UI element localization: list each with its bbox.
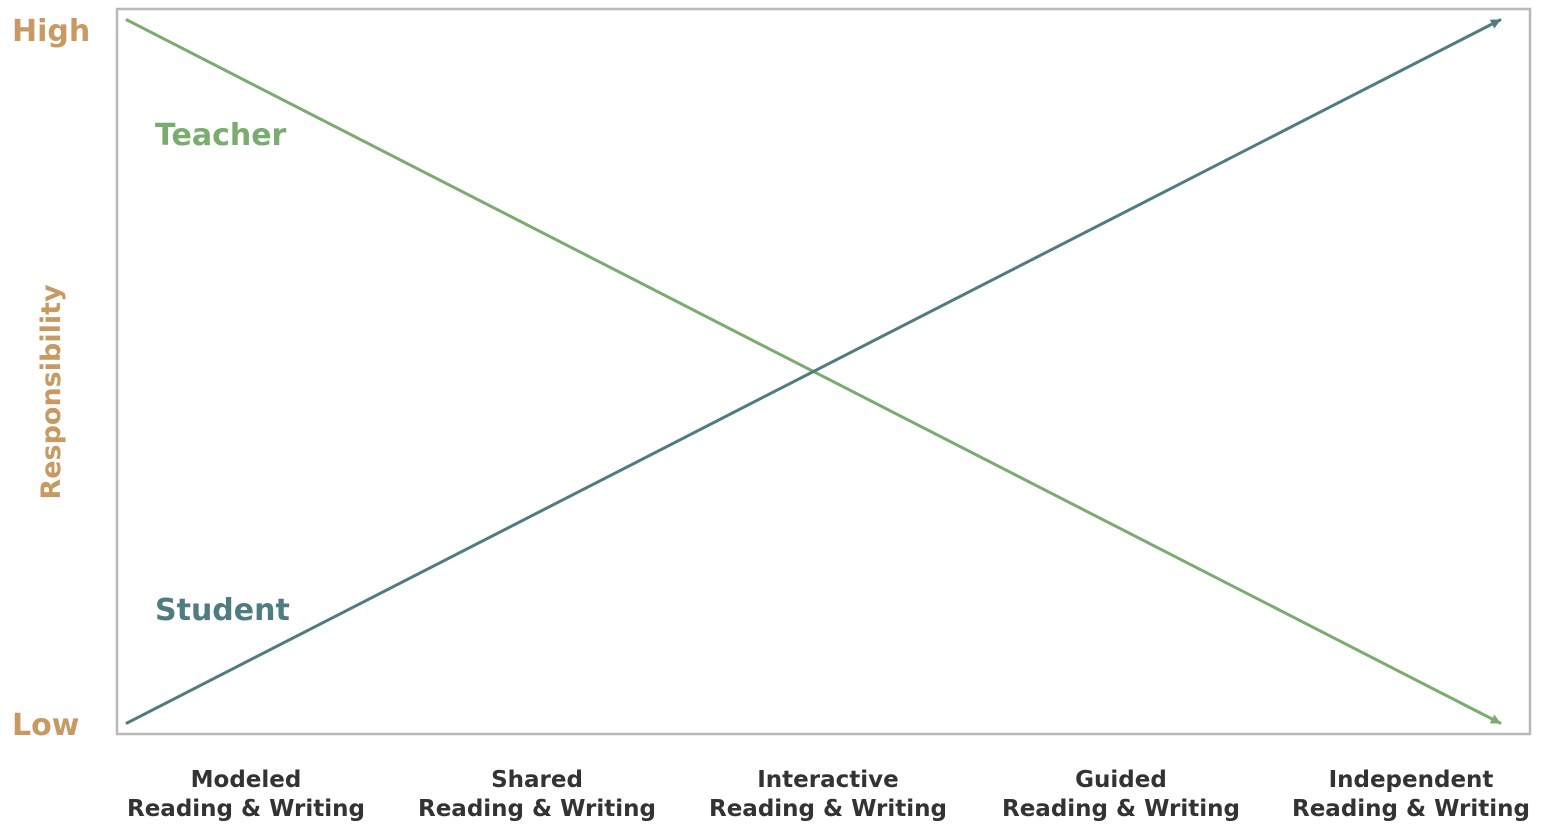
y-axis: High Low Responsibility: [12, 14, 90, 743]
series-labels: Teacher Student: [155, 118, 290, 628]
plot-frame: [115, 7, 1532, 736]
x-tick-label-line-1: Shared: [491, 767, 583, 793]
x-tick-label-line-1: Interactive: [757, 767, 899, 793]
x-tick-label-line-2: Reading & Writing: [418, 796, 656, 822]
x-tick-label: Guided Reading & Writing: [1002, 767, 1240, 822]
x-tick-label: Shared Reading & Writing: [418, 767, 656, 822]
x-tick-label-line-1: Modeled: [191, 767, 302, 793]
y-tick-low: Low: [12, 708, 79, 743]
x-tick-label-line-2: Reading & Writing: [1292, 796, 1530, 822]
x-tick-label: Independent Reading & Writing: [1292, 767, 1530, 822]
series-line-student: [125, 18, 1502, 725]
x-tick-label-line-2: Reading & Writing: [709, 796, 947, 822]
x-tick-label-line-2: Reading & Writing: [1002, 796, 1240, 822]
x-tick-label-line-1: Independent: [1329, 767, 1494, 793]
x-tick-label: Modeled Reading & Writing: [127, 767, 365, 822]
series-label-teacher: Teacher: [155, 118, 287, 153]
series-label-student: Student: [155, 593, 290, 628]
x-tick-label: Interactive Reading & Writing: [709, 767, 947, 822]
x-tick-label-line-2: Reading & Writing: [127, 796, 365, 822]
series-lines: [125, 18, 1502, 725]
x-tick-label-line-1: Guided: [1075, 767, 1167, 793]
y-axis-label: Responsibility: [36, 284, 67, 500]
y-tick-high: High: [12, 14, 90, 49]
x-axis: Modeled Reading & Writing Shared Reading & …: [127, 767, 1530, 822]
